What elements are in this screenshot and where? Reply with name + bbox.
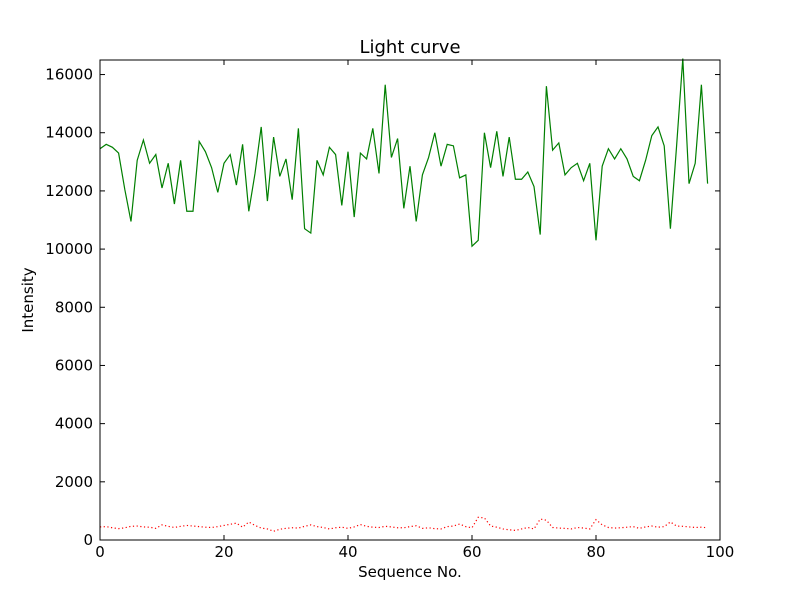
y-tick-label: 10000	[45, 240, 93, 258]
x-tick-label: 40	[338, 543, 357, 561]
x-tick-label: 80	[586, 543, 605, 561]
x-tick-label: 0	[95, 543, 105, 561]
x-axis-label: Sequence No.	[358, 563, 462, 581]
series-line-1	[99, 58, 709, 248]
y-tick-label: 0	[83, 531, 93, 549]
x-tick-label: 60	[462, 543, 481, 561]
y-axis-ticks: 0 2000 4000 6000 8000 10000 12000 14000 16000	[45, 66, 720, 549]
y-tick-label: 14000	[45, 124, 93, 142]
y-tick-label: 8000	[55, 298, 93, 316]
x-tick-label: 100	[706, 543, 735, 561]
y-tick-label: 2000	[55, 473, 93, 491]
y-tick-label: 12000	[45, 182, 93, 200]
plot-series	[99, 58, 709, 532]
plot-frame	[99, 59, 721, 541]
y-tick-label: 16000	[45, 66, 93, 84]
x-tick-label: 20	[214, 543, 233, 561]
y-axis-label: Intensity	[19, 267, 37, 332]
chart-title: Light curve	[359, 37, 460, 58]
y-tick-label: 4000	[55, 415, 93, 433]
y-tick-label: 6000	[55, 356, 93, 374]
x-axis-ticks: 0 20 40 60 80 100	[95, 60, 734, 561]
